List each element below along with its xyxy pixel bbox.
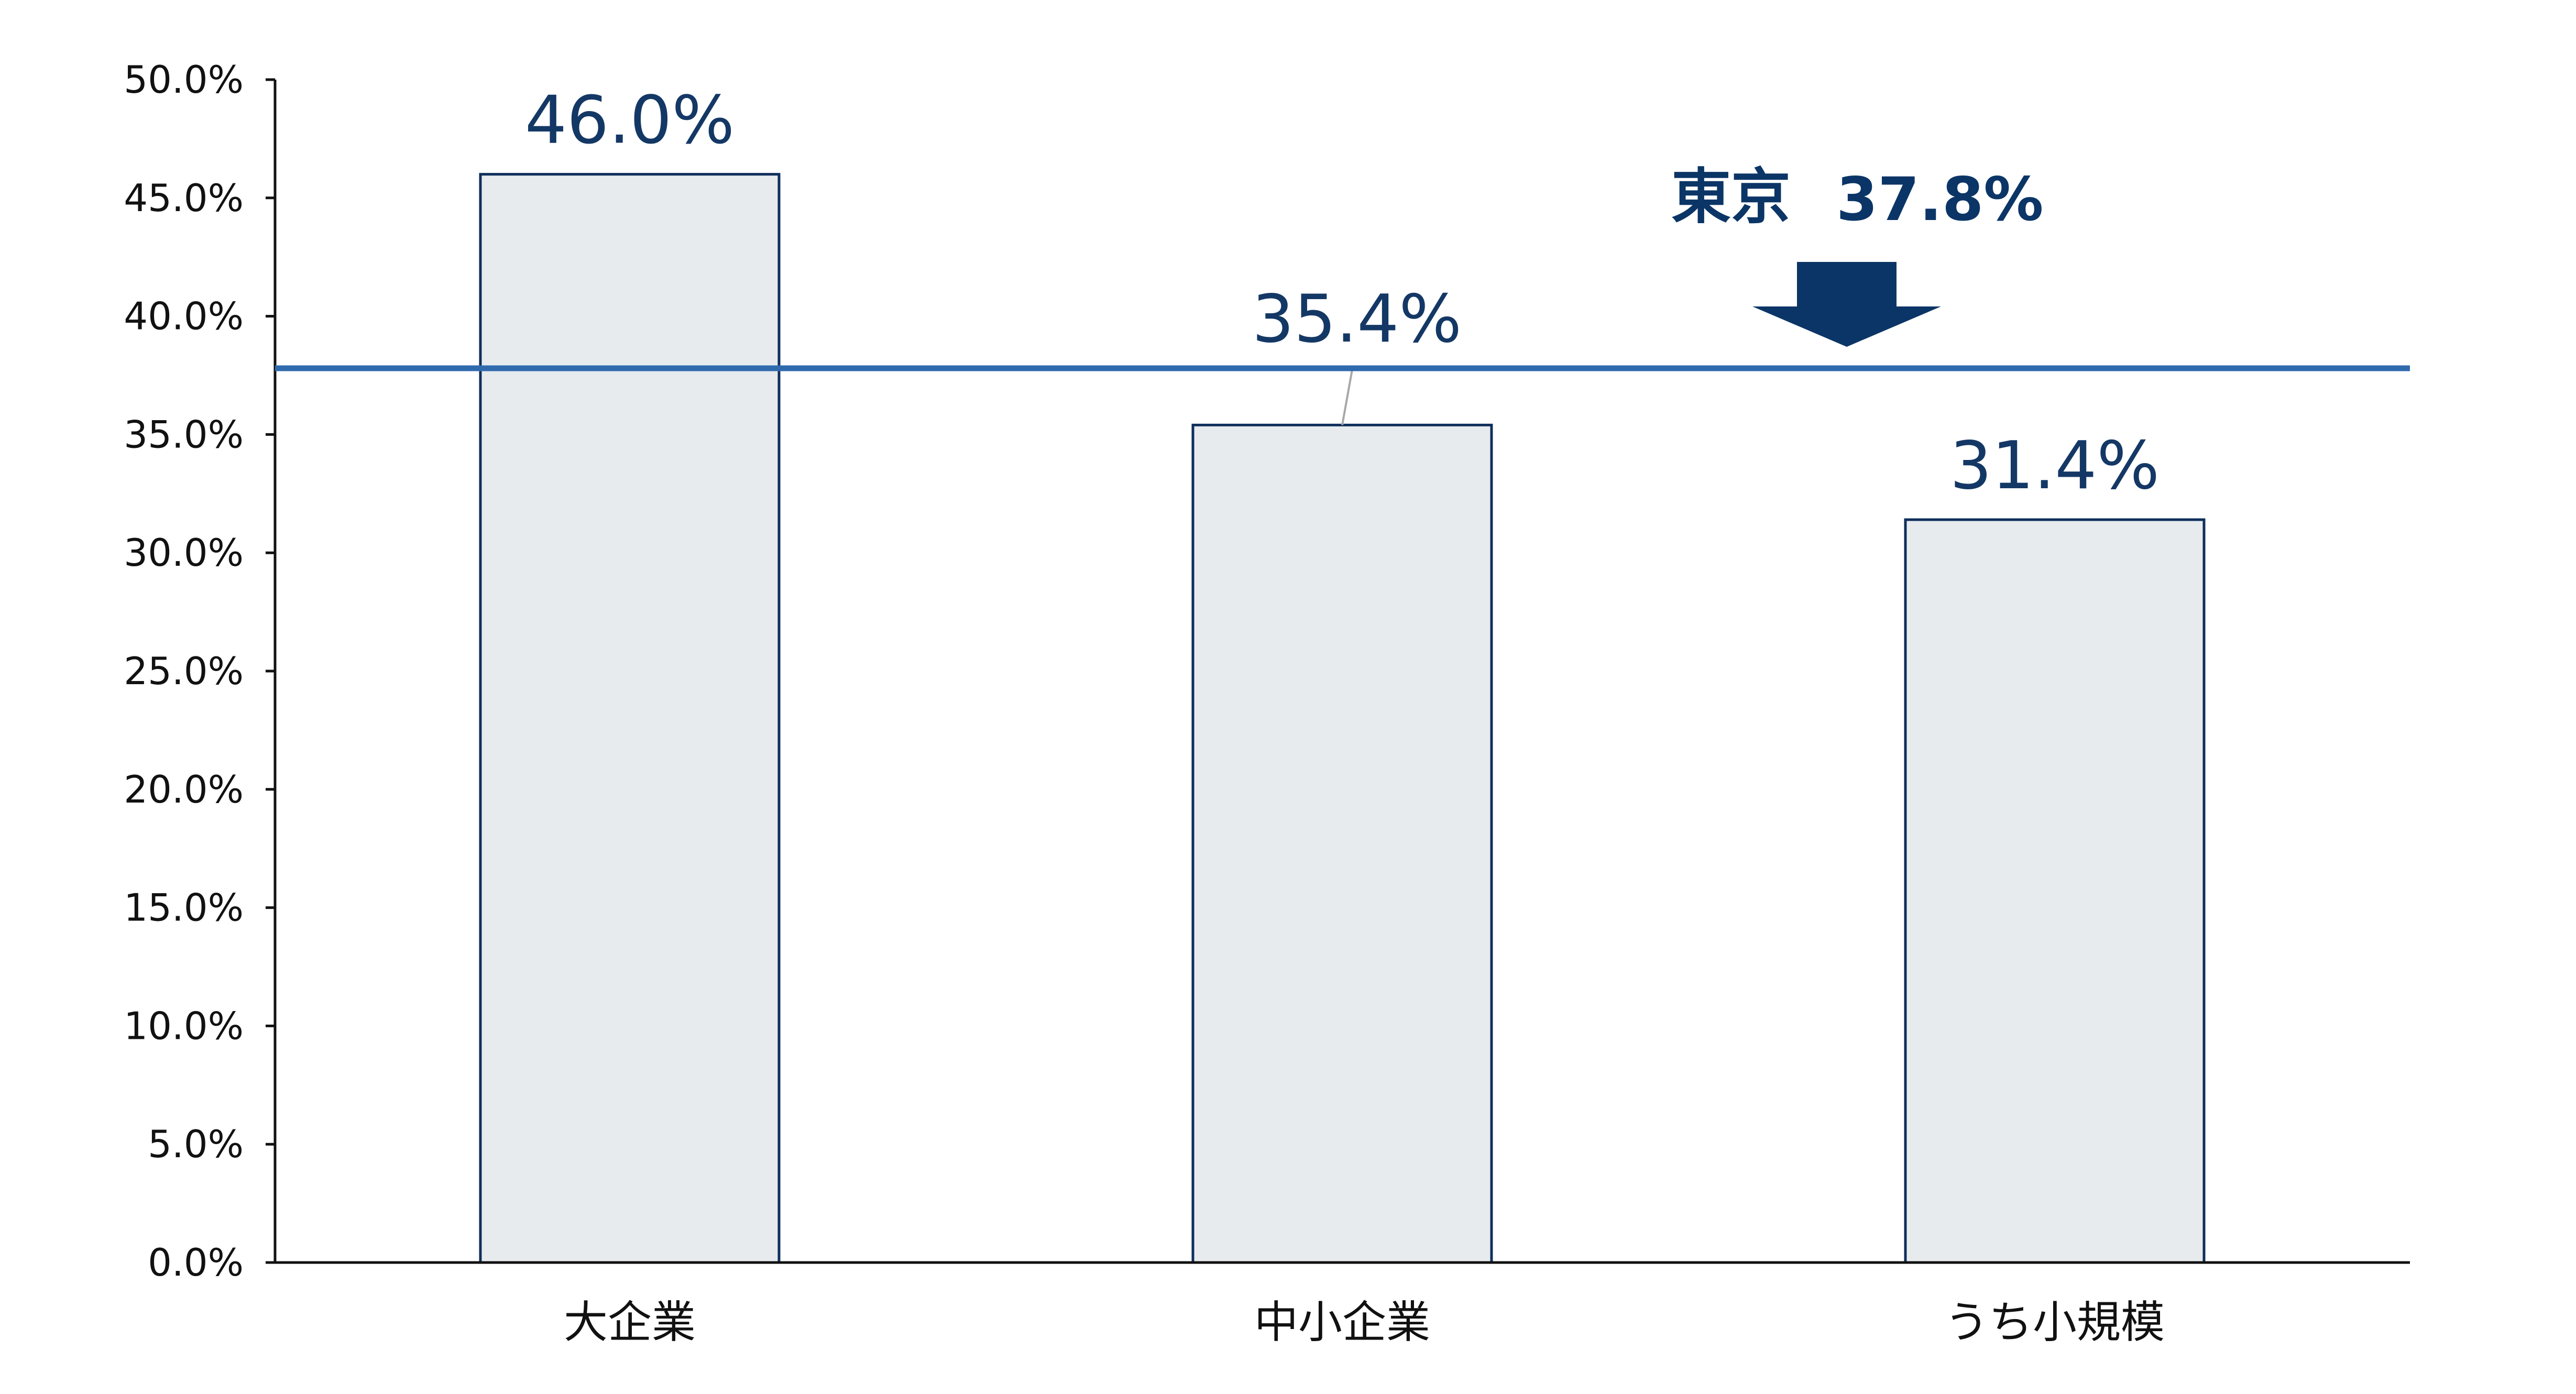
down-arrow-icon (1752, 262, 1941, 347)
y-tick-label: 25.0% (124, 649, 244, 693)
data-label: 35.4% (1252, 280, 1462, 357)
reference-line-value: 37.8% (1836, 164, 2044, 234)
y-tick-label: 10.0% (124, 1004, 244, 1048)
data-label: 46.0% (525, 82, 735, 159)
y-tick-label: 15.0% (124, 886, 244, 930)
reference-line-name: 東京 (1671, 162, 1791, 232)
bars-group (479, 173, 2206, 1264)
bar (1191, 423, 1493, 1264)
y-tick-label: 5.0% (148, 1122, 244, 1166)
y-tick-label: 35.0% (124, 412, 244, 456)
data-label: 31.4% (1950, 427, 2160, 504)
data-label-leader-line (1341, 366, 1354, 425)
bar (1904, 518, 2206, 1264)
category-label: 中小企業 (1254, 1297, 1430, 1348)
y-tick-label: 40.0% (124, 294, 244, 338)
bar (479, 173, 781, 1264)
data-labels-group: 46.0% 35.4% 31.4% (525, 82, 2160, 504)
category-label: 大企業 (564, 1297, 696, 1348)
y-tick-label: 30.0% (124, 531, 244, 575)
y-ticks-group: 0.0% 5.0% 10.0% 15.0% 20.0% 25.0% 30.0% 35.0% 40… (124, 58, 275, 1285)
y-tick-label: 45.0% (124, 176, 244, 220)
category-label: うち小規模 (1945, 1297, 2165, 1348)
y-tick-label: 50.0% (124, 58, 244, 102)
category-labels-group: 大企業 中小企業 うち小規模 (564, 1297, 2165, 1348)
y-tick-label: 20.0% (124, 767, 244, 811)
y-tick-label: 0.0% (148, 1241, 244, 1285)
